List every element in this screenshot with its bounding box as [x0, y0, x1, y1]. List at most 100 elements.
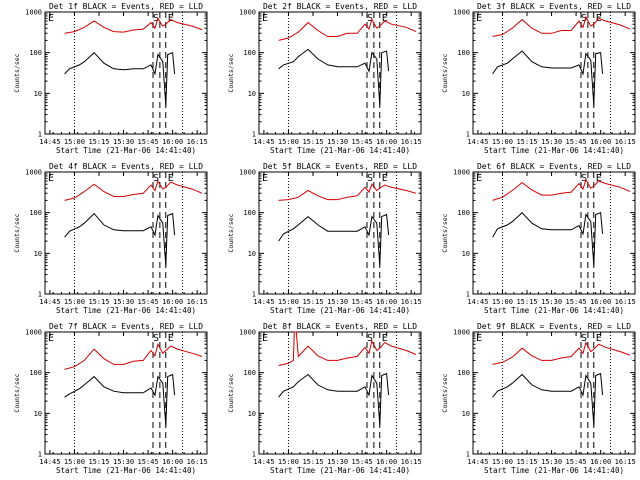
event-marker-label: S — [581, 173, 587, 184]
x-tick-label: 15:30 — [327, 458, 348, 466]
event-marker-label: E — [476, 173, 482, 184]
x-axis-label: Start Time (21-Mar-06 14:41:40) — [484, 306, 624, 315]
y-axis-label: Counts/sec — [13, 373, 21, 412]
x-tick-label: 15:15 — [516, 298, 537, 306]
y-tick-label: 10 — [462, 410, 470, 418]
x-tick-label: 14:45 — [467, 298, 488, 306]
y-axis-label: Counts/sec — [13, 53, 21, 92]
x-tick-label: 14:45 — [467, 138, 488, 146]
event-marker-label: S — [581, 13, 587, 24]
y-tick-label: 1 — [38, 451, 42, 459]
y-tick-label: 10 — [248, 410, 256, 418]
panel-title: Det 5f BLACK = Events, RED = LLD — [263, 162, 417, 171]
events-series-line — [64, 51, 176, 106]
y-tick-label: 10 — [34, 410, 42, 418]
x-tick-label: 16:15 — [615, 298, 636, 306]
y-tick-label: 1000 — [453, 169, 470, 177]
y-tick-label: 100 — [457, 209, 470, 217]
y-tick-label: 100 — [457, 49, 470, 57]
event-marker-label: E — [596, 173, 602, 184]
events-series-line — [492, 211, 604, 266]
event-marker-label: E — [168, 13, 174, 24]
x-tick-label: 15:30 — [113, 138, 134, 146]
y-tick-label: 100 — [29, 209, 42, 217]
lld-series-line — [64, 179, 203, 201]
x-tick-label: 15:45 — [138, 458, 159, 466]
x-tick-label: 16:15 — [615, 138, 636, 146]
plot-frame — [472, 331, 636, 455]
lld-series-line — [492, 15, 631, 37]
y-tick-label: 1 — [252, 451, 256, 459]
event-marker-label: E — [382, 173, 388, 184]
y-tick-label: 1000 — [453, 329, 470, 337]
y-tick-label: 100 — [457, 369, 470, 377]
event-marker-label: E — [48, 173, 54, 184]
events-series-line — [64, 373, 176, 426]
x-tick-label: 16:15 — [401, 138, 422, 146]
event-marker-label: E — [262, 173, 268, 184]
x-tick-label: 15:45 — [566, 298, 587, 306]
x-tick-label: 15:15 — [302, 138, 323, 146]
x-tick-label: 15:45 — [566, 138, 587, 146]
y-tick-label: 1 — [38, 131, 42, 139]
y-tick-label: 10 — [248, 250, 256, 258]
x-axis-label: Start Time (21-Mar-06 14:41:40) — [56, 466, 196, 475]
events-series-line — [278, 372, 390, 426]
y-axis-label: Counts/sec — [441, 373, 449, 412]
y-tick-label: 1 — [252, 131, 256, 139]
y-tick-label: 1000 — [25, 9, 42, 17]
y-axis-label: Counts/sec — [13, 213, 21, 252]
x-tick-label: 16:00 — [590, 138, 611, 146]
y-tick-label: 10 — [248, 90, 256, 98]
x-tick-label: 14:45 — [39, 138, 60, 146]
panel-title: Det 3f BLACK = Events, RED = LLD — [477, 2, 631, 11]
panel-title: Det 6f BLACK = Events, RED = LLD — [477, 162, 631, 171]
event-marker-label: E — [382, 13, 388, 24]
event-marker-label: E — [596, 333, 602, 344]
x-tick-label: 15:00 — [64, 458, 85, 466]
x-tick-label: 16:00 — [376, 458, 397, 466]
x-axis-label: Start Time (21-Mar-06 14:41:40) — [484, 466, 624, 475]
panel-title: Det 9f BLACK = Events, RED = LLD — [477, 322, 631, 331]
x-tick-label: 16:15 — [187, 298, 208, 306]
event-marker-label: E — [476, 333, 482, 344]
x-tick-label: 15:15 — [302, 458, 323, 466]
events-series-line — [492, 372, 604, 426]
event-marker-label: S — [367, 333, 373, 344]
x-axis-label: Start Time (21-Mar-06 14:41:40) — [484, 146, 624, 155]
x-axis-label: Start Time (21-Mar-06 14:41:40) — [56, 306, 196, 315]
x-tick-label: 16:00 — [590, 458, 611, 466]
x-tick-label: 15:30 — [541, 458, 562, 466]
y-tick-label: 1000 — [239, 329, 256, 337]
events-series-line — [64, 212, 176, 266]
panel-title: Det 8f BLACK = Events, RED = LLD — [263, 322, 417, 331]
y-tick-label: 100 — [29, 369, 42, 377]
x-tick-label: 15:00 — [64, 138, 85, 146]
x-tick-label: 15:30 — [541, 298, 562, 306]
event-marker-label: E — [168, 173, 174, 184]
x-tick-label: 14:45 — [253, 138, 274, 146]
y-tick-label: 1 — [466, 131, 470, 139]
x-tick-label: 15:45 — [352, 298, 373, 306]
x-tick-label: 15:45 — [566, 458, 587, 466]
x-tick-label: 15:15 — [516, 458, 537, 466]
x-tick-label: 16:15 — [187, 138, 208, 146]
event-marker-label: E — [168, 333, 174, 344]
plot-frame — [258, 171, 422, 295]
x-tick-label: 16:00 — [590, 298, 611, 306]
y-tick-label: 1 — [466, 451, 470, 459]
x-tick-label: 16:15 — [187, 458, 208, 466]
x-tick-label: 16:00 — [376, 138, 397, 146]
y-tick-label: 100 — [29, 49, 42, 57]
x-tick-label: 15:30 — [327, 298, 348, 306]
event-marker-label: E — [262, 13, 268, 24]
plot-frame — [44, 331, 208, 455]
lld-series-line — [492, 341, 631, 365]
y-tick-label: 1 — [38, 291, 42, 299]
x-axis-label: Start Time (21-Mar-06 14:41:40) — [270, 466, 410, 475]
x-tick-label: 16:00 — [162, 458, 183, 466]
x-tick-label: 15:00 — [64, 298, 85, 306]
x-tick-label: 15:00 — [278, 298, 299, 306]
x-tick-label: 14:45 — [39, 458, 60, 466]
